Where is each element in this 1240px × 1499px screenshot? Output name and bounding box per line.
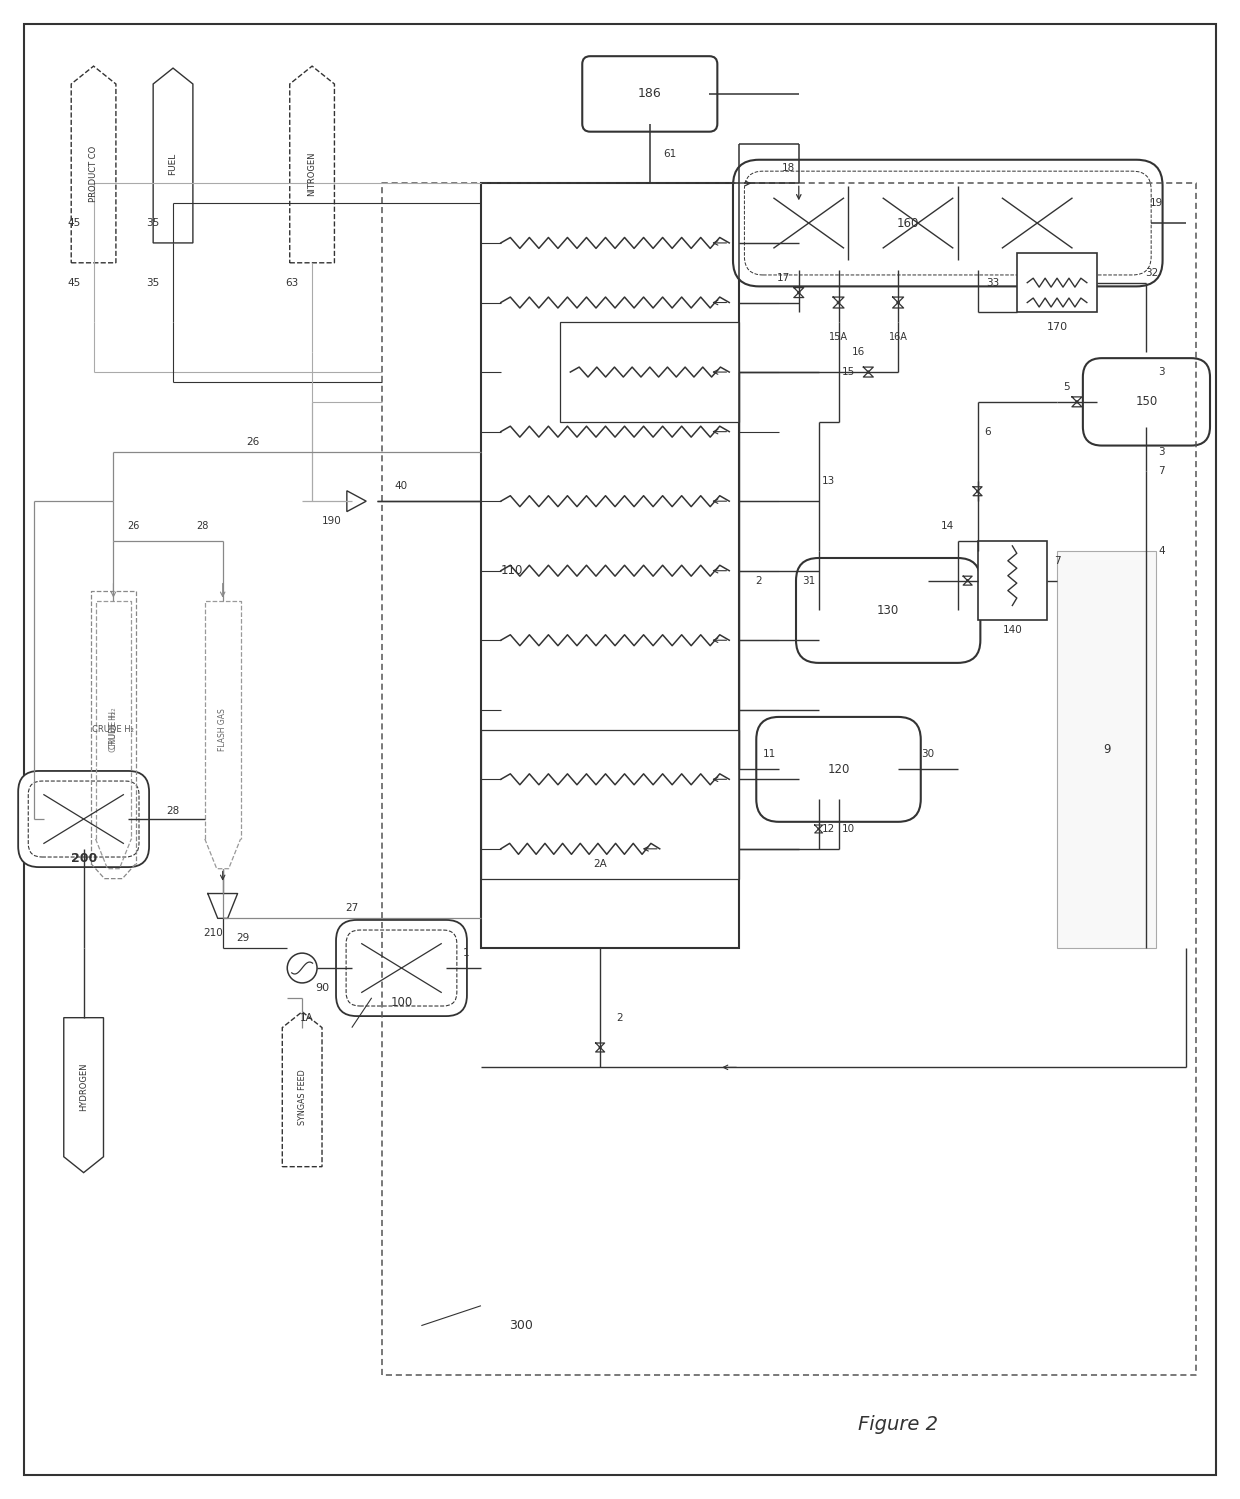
Text: 160: 160 bbox=[897, 216, 919, 229]
FancyBboxPatch shape bbox=[583, 55, 718, 132]
Text: 30: 30 bbox=[921, 750, 935, 760]
Text: 186: 186 bbox=[637, 87, 662, 100]
Text: 190: 190 bbox=[322, 516, 342, 526]
Text: 10: 10 bbox=[842, 824, 856, 833]
Text: 2: 2 bbox=[616, 1013, 624, 1022]
Text: 61: 61 bbox=[663, 148, 676, 159]
Text: 27: 27 bbox=[345, 904, 358, 913]
Text: SYNGAS FEED: SYNGAS FEED bbox=[298, 1069, 306, 1126]
Text: 12: 12 bbox=[822, 824, 836, 833]
Text: FUEL: FUEL bbox=[169, 153, 177, 174]
Text: 18: 18 bbox=[782, 163, 796, 174]
Polygon shape bbox=[347, 490, 366, 511]
Text: 1A: 1A bbox=[300, 1013, 314, 1022]
Text: 300: 300 bbox=[508, 1319, 533, 1333]
Text: 32: 32 bbox=[1145, 268, 1158, 277]
Text: 13: 13 bbox=[822, 477, 836, 486]
Text: 210: 210 bbox=[203, 928, 223, 938]
Text: HYDROGEN: HYDROGEN bbox=[79, 1063, 88, 1111]
Text: 170: 170 bbox=[1047, 322, 1068, 333]
Text: 120: 120 bbox=[827, 763, 849, 776]
Text: 130: 130 bbox=[877, 604, 899, 618]
Text: 4: 4 bbox=[1158, 546, 1164, 556]
Polygon shape bbox=[290, 66, 335, 262]
Text: 140: 140 bbox=[1002, 625, 1022, 636]
Text: 200: 200 bbox=[71, 853, 97, 865]
Text: 19: 19 bbox=[1149, 198, 1163, 208]
Bar bbox=[560, 322, 739, 421]
Text: 6: 6 bbox=[985, 427, 991, 436]
Text: CRUDE H₂: CRUDE H₂ bbox=[93, 726, 134, 735]
Text: 16A: 16A bbox=[889, 333, 908, 342]
Text: 15: 15 bbox=[842, 367, 856, 378]
Polygon shape bbox=[154, 67, 193, 243]
Text: 2A: 2A bbox=[593, 859, 608, 869]
FancyBboxPatch shape bbox=[733, 160, 1163, 286]
Text: 110: 110 bbox=[501, 564, 523, 577]
Text: 15A: 15A bbox=[830, 333, 848, 342]
Text: 90: 90 bbox=[315, 983, 329, 992]
Text: 40: 40 bbox=[394, 481, 408, 492]
Text: 7: 7 bbox=[1054, 556, 1060, 565]
Text: 45: 45 bbox=[67, 217, 81, 228]
Text: 3: 3 bbox=[1158, 447, 1164, 457]
Text: PRODUCT CO: PRODUCT CO bbox=[89, 145, 98, 201]
Text: 35: 35 bbox=[146, 217, 160, 228]
Text: CRUDE H₂: CRUDE H₂ bbox=[109, 708, 118, 752]
Text: 3: 3 bbox=[1158, 367, 1164, 378]
Text: 100: 100 bbox=[391, 997, 413, 1009]
Text: 16: 16 bbox=[852, 348, 866, 357]
FancyBboxPatch shape bbox=[336, 920, 467, 1016]
Text: 9: 9 bbox=[1102, 744, 1111, 755]
Text: 5: 5 bbox=[1064, 382, 1070, 391]
Text: 17: 17 bbox=[777, 273, 791, 283]
Polygon shape bbox=[283, 1012, 322, 1166]
FancyBboxPatch shape bbox=[796, 558, 981, 663]
Text: CRUDE H₂: CRUDE H₂ bbox=[109, 711, 118, 748]
Text: 35: 35 bbox=[146, 277, 160, 288]
Text: 63: 63 bbox=[285, 277, 299, 288]
Bar bbox=[481, 730, 739, 878]
Text: 31: 31 bbox=[802, 576, 816, 586]
Text: 29: 29 bbox=[236, 934, 249, 943]
Bar bbox=[1056, 550, 1157, 949]
Text: 1: 1 bbox=[463, 949, 470, 958]
Text: 7: 7 bbox=[1158, 466, 1164, 477]
Text: 28: 28 bbox=[197, 522, 210, 531]
Text: 2: 2 bbox=[755, 576, 763, 586]
Polygon shape bbox=[63, 1018, 103, 1172]
FancyBboxPatch shape bbox=[1083, 358, 1210, 445]
FancyBboxPatch shape bbox=[756, 717, 921, 821]
Bar bbox=[1017, 253, 1096, 312]
Text: Figure 2: Figure 2 bbox=[858, 1415, 939, 1435]
Text: NITROGEN: NITROGEN bbox=[308, 151, 316, 196]
Text: 28: 28 bbox=[166, 806, 180, 815]
Text: 14: 14 bbox=[941, 522, 955, 531]
Text: FLASH GAS: FLASH GAS bbox=[218, 708, 227, 751]
Text: 11: 11 bbox=[763, 750, 775, 760]
Polygon shape bbox=[71, 66, 115, 262]
Text: 33: 33 bbox=[986, 277, 999, 288]
Text: 26: 26 bbox=[128, 522, 139, 531]
FancyBboxPatch shape bbox=[19, 770, 149, 866]
Text: 45: 45 bbox=[67, 277, 81, 288]
Text: 26: 26 bbox=[246, 436, 259, 447]
Text: 150: 150 bbox=[1136, 396, 1158, 408]
Bar bbox=[481, 183, 739, 949]
Bar bbox=[977, 541, 1047, 621]
